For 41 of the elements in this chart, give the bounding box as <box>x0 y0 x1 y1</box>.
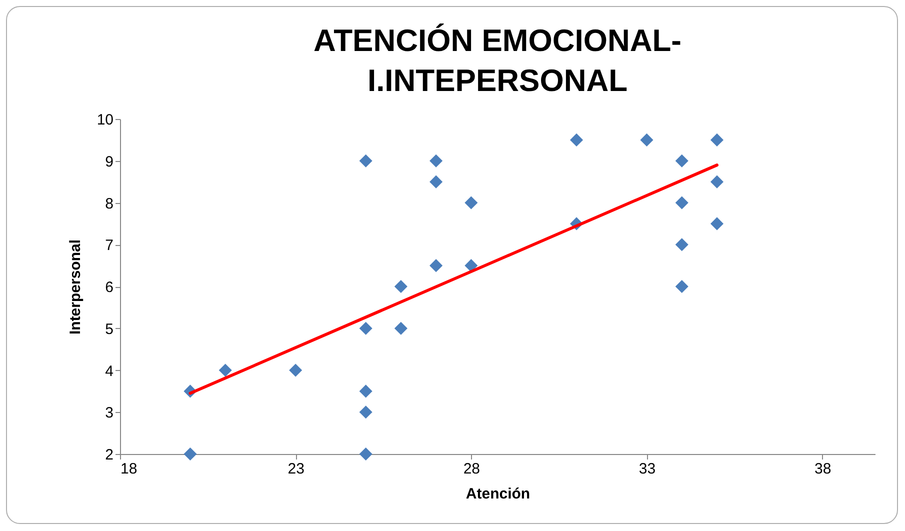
point <box>675 280 688 294</box>
point <box>394 322 408 335</box>
x-tick-label: 18 <box>120 460 138 478</box>
x-tick-label: 38 <box>814 460 832 478</box>
x-tick-label: 23 <box>288 460 304 478</box>
x-axis-title: Atención <box>466 486 530 502</box>
point <box>710 175 724 188</box>
point <box>430 154 443 168</box>
point <box>359 384 372 398</box>
point <box>430 259 443 272</box>
point <box>359 322 372 335</box>
point <box>289 364 302 377</box>
point <box>184 447 197 461</box>
point <box>675 196 688 210</box>
chart-title: ATENCIÓN EMOCIONAL- I.INTEPERSONAL <box>314 23 682 98</box>
point <box>640 133 654 146</box>
point <box>464 196 478 210</box>
y-tick-label: 6 <box>105 279 114 296</box>
point <box>430 175 443 188</box>
point <box>710 217 724 230</box>
y-tick-label: 3 <box>105 404 114 422</box>
y-tick-label: 8 <box>105 195 114 212</box>
point <box>218 364 232 377</box>
y-tick-label: 4 <box>105 362 114 380</box>
point <box>570 133 584 146</box>
y-tick-label: 9 <box>105 153 114 170</box>
point <box>710 133 724 146</box>
y-tick-label: 7 <box>105 237 114 254</box>
point <box>675 238 688 252</box>
x-tick-label: 28 <box>463 460 480 478</box>
x-tick-label: 33 <box>638 460 656 478</box>
point <box>394 280 408 294</box>
y-tick-label: 5 <box>105 320 114 338</box>
point <box>359 154 372 168</box>
point <box>675 154 688 168</box>
point <box>359 447 372 461</box>
point <box>464 259 478 272</box>
y-axis-title: Interpersonal <box>66 239 84 335</box>
y-tick-label: 10 <box>96 112 114 128</box>
point <box>359 406 372 419</box>
y-tick-label: 2 <box>105 446 114 464</box>
